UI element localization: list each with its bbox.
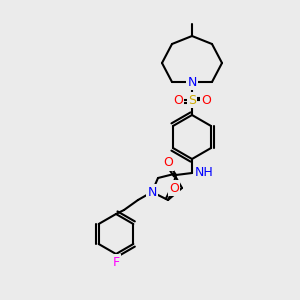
Text: S: S xyxy=(188,94,196,106)
Text: O: O xyxy=(173,94,183,106)
Text: NH: NH xyxy=(195,167,214,179)
Text: N: N xyxy=(147,185,157,199)
Text: O: O xyxy=(201,94,211,106)
Text: F: F xyxy=(112,256,120,268)
Text: N: N xyxy=(187,76,197,88)
Text: O: O xyxy=(163,157,173,169)
Text: O: O xyxy=(169,182,179,194)
